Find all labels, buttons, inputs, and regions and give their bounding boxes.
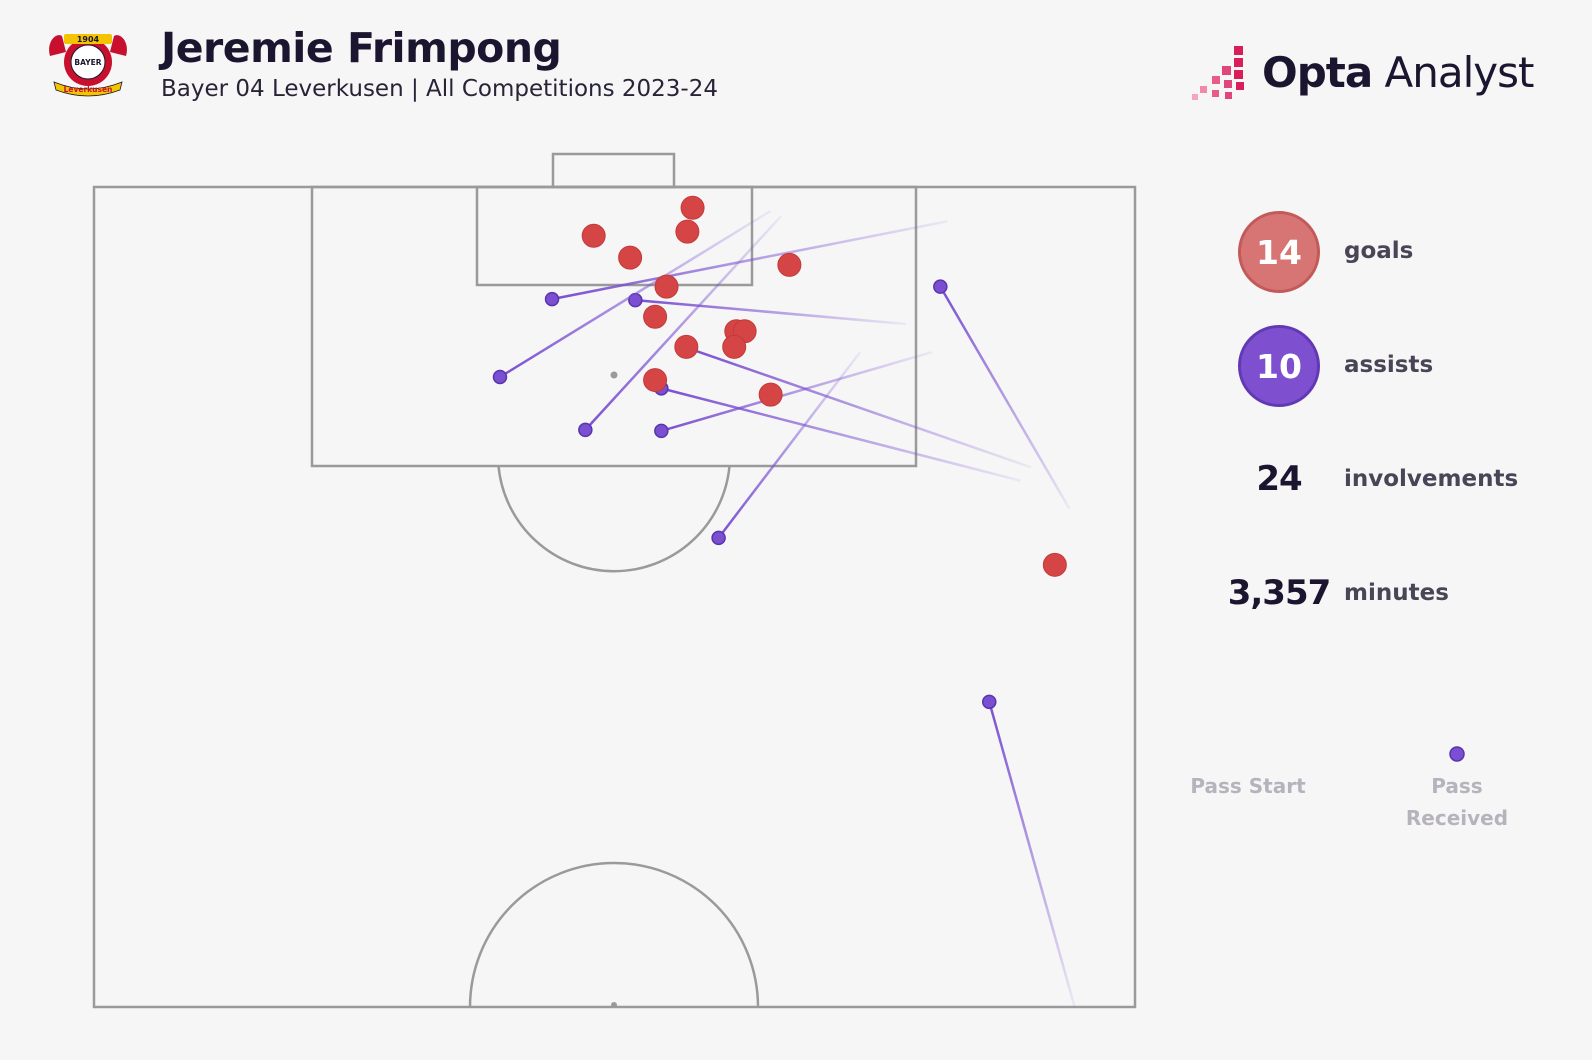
- assist-pass-line: [988, 701, 1076, 1008]
- goals-label: goals: [1344, 238, 1414, 264]
- assist-received-point: [492, 369, 508, 385]
- assist-layer: [492, 209, 1076, 1008]
- assist-pass-line: [686, 346, 1032, 469]
- goal-shot-point: [777, 252, 802, 277]
- opta-logo-mark-icon: [1192, 46, 1244, 100]
- minutes-value: 3,357: [1227, 573, 1332, 613]
- penalty-spot: [610, 371, 618, 379]
- goal-shot-point: [1042, 552, 1067, 577]
- assist-received-point: [654, 423, 669, 439]
- penalty-area: [310, 185, 918, 468]
- opta-analyst-logo: Opta Analyst: [1192, 44, 1535, 104]
- assist-pass-line: [939, 286, 1071, 510]
- goal-layer: [581, 195, 1067, 577]
- header: 1904 BAYER Leverkusen Jeremie Frimpong B…: [0, 0, 1592, 120]
- pitch-outline: [92, 185, 1137, 1009]
- opta-analyst-wordmark: Opta Analyst: [1262, 48, 1535, 97]
- goal-frame: [551, 152, 676, 189]
- penalty-arc: [497, 465, 731, 573]
- assist-received-point: [933, 279, 948, 294]
- assist-received-point: [544, 291, 560, 307]
- assist-received-point: [711, 530, 726, 546]
- goals-badge: 14: [1238, 211, 1320, 293]
- svg-text:BAYER: BAYER: [74, 58, 101, 67]
- goal-shot-point: [758, 382, 783, 407]
- involvements-label: involvements: [1344, 466, 1519, 492]
- goal-shot-point: [674, 334, 699, 359]
- centre-circle: [468, 861, 760, 1008]
- legend-pass-start-label: Pass Start: [1190, 774, 1306, 798]
- goal-shot-point: [643, 368, 668, 393]
- assists-label: assists: [1344, 352, 1434, 378]
- assist-received-point: [578, 422, 593, 438]
- assist-pass-line: [717, 351, 862, 539]
- goal-shot-point: [722, 334, 747, 359]
- legend-pass-received-label: Pass Received: [1405, 774, 1509, 830]
- goal-shot-point: [643, 304, 668, 329]
- involvements-value: 24: [1256, 459, 1302, 499]
- minutes-label: minutes: [1344, 580, 1449, 606]
- bayer-leverkusen-crest-icon: 1904 BAYER Leverkusen: [49, 34, 127, 97]
- svg-text:1904: 1904: [77, 35, 100, 44]
- assist-pass-line: [499, 209, 772, 379]
- assist-pass-line: [660, 350, 933, 433]
- goal-shot-point: [680, 195, 705, 220]
- goal-shot-point: [581, 223, 606, 248]
- assist-received-point: [982, 694, 997, 710]
- goal-shot-point: [654, 274, 679, 299]
- page-subtitle: Bayer 04 Leverkusen | All Competitions 2…: [161, 76, 718, 102]
- pitch-markings: [92, 152, 1137, 1009]
- legend-pass-received-dot: [1449, 746, 1465, 762]
- goal-shot-point: [675, 219, 700, 244]
- page-title: Jeremie Frimpong: [161, 24, 562, 72]
- assist-pass-line: [635, 298, 907, 326]
- six-yard-box: [475, 185, 754, 287]
- centre-spot: [611, 1002, 617, 1008]
- assist-pass-line: [551, 220, 948, 301]
- assist-pass-line: [661, 387, 1021, 482]
- legend-pass: [1248, 746, 1465, 762]
- svg-text:Leverkusen: Leverkusen: [64, 85, 113, 94]
- assist-pass-line: [584, 215, 782, 431]
- assists-badge: 10: [1238, 325, 1320, 407]
- goal-shot-point: [618, 245, 643, 270]
